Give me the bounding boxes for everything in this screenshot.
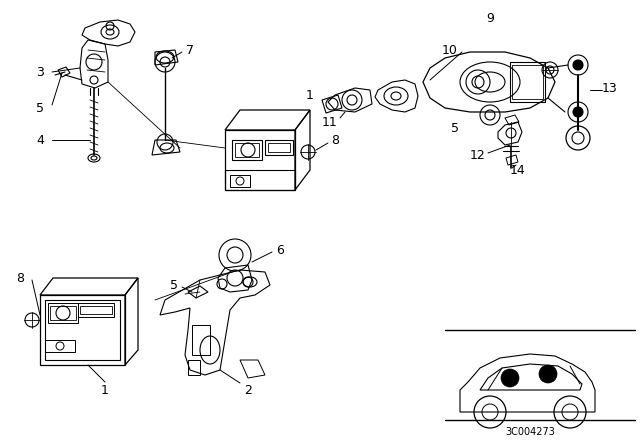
- Text: 14: 14: [510, 164, 526, 177]
- Bar: [225, 130, 295, 190]
- Bar: [40, 295, 125, 365]
- Text: 5: 5: [36, 102, 44, 115]
- Text: 1: 1: [306, 89, 314, 102]
- Bar: [235, 143, 259, 157]
- Bar: [510, 62, 545, 102]
- Circle shape: [501, 369, 519, 387]
- Text: 8: 8: [16, 271, 24, 284]
- Text: 7: 7: [186, 43, 194, 56]
- Bar: [50, 306, 76, 320]
- Text: 10: 10: [442, 43, 458, 56]
- Text: 13: 13: [602, 82, 618, 95]
- Bar: [45, 340, 75, 352]
- Text: 9: 9: [486, 12, 494, 25]
- Text: 6: 6: [276, 244, 284, 257]
- Text: 8: 8: [331, 134, 339, 146]
- Bar: [45, 300, 120, 360]
- Text: 1: 1: [101, 383, 109, 396]
- Bar: [265, 140, 293, 155]
- Bar: [48, 303, 78, 323]
- Bar: [192, 325, 210, 355]
- Text: 2: 2: [244, 383, 252, 396]
- Text: 11: 11: [322, 116, 338, 129]
- Text: 5: 5: [170, 279, 178, 292]
- Circle shape: [539, 365, 557, 383]
- Text: 12: 12: [470, 148, 486, 161]
- Text: 5: 5: [451, 121, 459, 134]
- Bar: [268, 143, 290, 152]
- Bar: [512, 65, 543, 99]
- Text: 4: 4: [36, 134, 44, 146]
- Circle shape: [573, 60, 583, 70]
- Bar: [225, 170, 295, 190]
- Bar: [80, 306, 112, 314]
- Bar: [232, 140, 262, 160]
- Bar: [230, 175, 250, 187]
- Circle shape: [573, 107, 583, 117]
- Text: 3C004273: 3C004273: [505, 427, 555, 437]
- Text: 3: 3: [36, 65, 44, 78]
- Bar: [78, 303, 114, 317]
